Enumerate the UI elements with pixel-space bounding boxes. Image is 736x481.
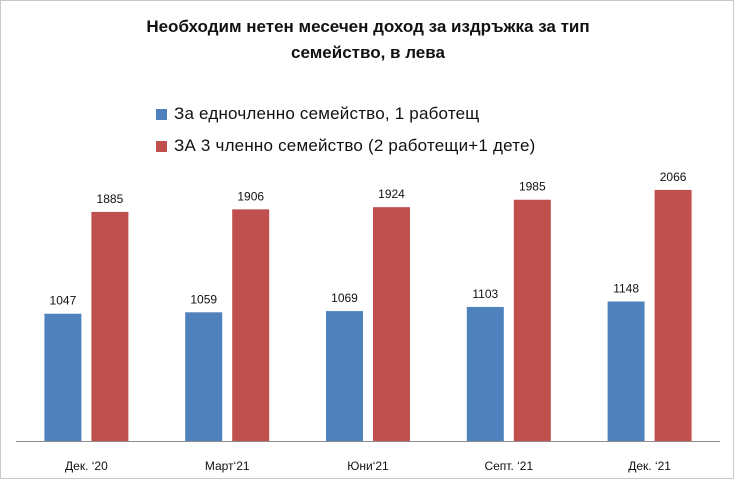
legend-label-series-2: ЗА 3 членно семейство (2 работещи+1 дете… xyxy=(174,136,536,155)
data-label-series-2-3: 1924 xyxy=(378,187,405,201)
category-label-3: Юни‘21 xyxy=(347,459,389,473)
bar-series-1-2 xyxy=(185,312,223,441)
legend-swatch-series-1 xyxy=(156,108,167,120)
bar-series-2-4 xyxy=(513,199,551,441)
data-label-series-2-1: 1885 xyxy=(97,192,124,206)
bar-series-2-5 xyxy=(654,189,692,441)
chart-title: Необходим нетен месечен доход за издръжк… xyxy=(0,14,736,66)
data-label-series-1-2: 1059 xyxy=(190,292,217,306)
data-label-series-1-1: 1047 xyxy=(50,294,77,308)
legend-label-series-1: За едночленно семейство, 1 работещ xyxy=(174,104,480,123)
category-label-2: Март‘21 xyxy=(205,459,250,473)
bar-series-2-3 xyxy=(373,207,410,441)
category-label-5: Дек. ‘21 xyxy=(628,459,671,473)
category-label-1: Дек. ‘20 xyxy=(65,459,108,473)
bar-series-2-2 xyxy=(232,209,270,441)
data-label-series-1-4: 1103 xyxy=(472,287,498,301)
chart-title-line-1: Необходим нетен месечен доход за издръжк… xyxy=(146,17,590,36)
bar-series-1-4 xyxy=(466,306,504,441)
bar-series-2-1 xyxy=(91,211,129,441)
data-label-series-2-5: 2066 xyxy=(660,170,687,184)
category-label-4: Септ. ‘21 xyxy=(484,459,533,473)
data-label-series-1-3: 1069 xyxy=(331,291,358,305)
data-label-series-2-2: 1906 xyxy=(237,189,264,203)
legend: За едночленно семейство, 1 работещ ЗА 3 … xyxy=(156,98,536,162)
bar-series-1-5 xyxy=(607,301,645,441)
data-label-series-1-5: 1148 xyxy=(613,281,639,295)
bar-series-1-3 xyxy=(326,311,363,441)
bar-series-1-1 xyxy=(44,313,82,441)
legend-swatch-series-2 xyxy=(156,140,167,152)
chart-title-line-2: семейство, в лева xyxy=(291,43,445,62)
legend-item-series-1: За едночленно семейство, 1 работещ xyxy=(156,98,536,130)
data-label-series-2-4: 1985 xyxy=(519,180,546,194)
legend-item-series-2: ЗА 3 членно семейство (2 работещи+1 дете… xyxy=(156,130,536,162)
